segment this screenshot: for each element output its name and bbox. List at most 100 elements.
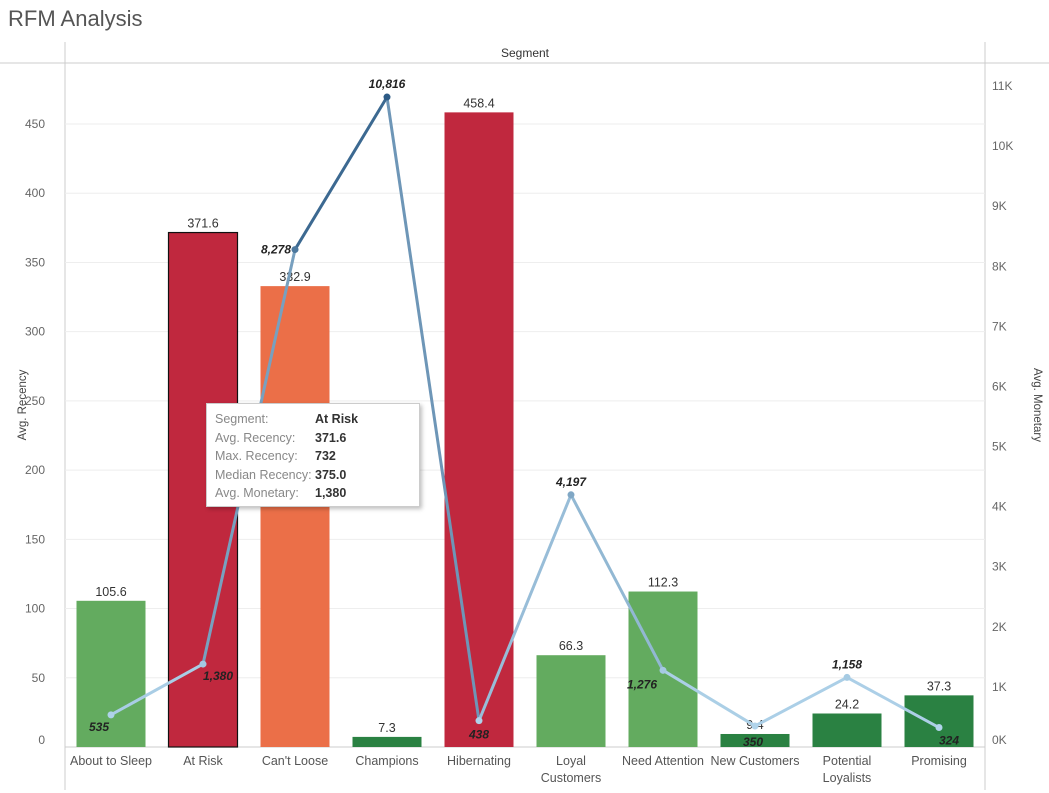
monetary-point-9[interactable]	[935, 724, 943, 732]
y2-tick-label: 10K	[992, 139, 1013, 153]
category-label: New Customers	[711, 754, 800, 768]
monetary-point-4[interactable]	[475, 717, 483, 725]
monetary-value-label: 10,816	[369, 77, 406, 91]
tooltip-row: Median Recency: 375.0	[215, 468, 419, 487]
y-tick-label: 250	[25, 394, 45, 408]
monetary-point-6[interactable]	[659, 666, 667, 674]
tooltip-value: At Risk	[315, 412, 359, 426]
category-label: Loyalists	[823, 771, 872, 785]
monetary-line-segment	[569, 493, 665, 672]
monetary-point-1[interactable]	[199, 660, 207, 668]
y2-tick-label: 0K	[992, 733, 1007, 747]
bar-value-label: 112.3	[648, 576, 678, 590]
monetary-line-segment	[753, 675, 849, 728]
y2-tick-label: 6K	[992, 379, 1007, 393]
monetary-point-8[interactable]	[843, 673, 851, 681]
tooltip-key: Median Recency:	[215, 467, 312, 482]
y2-tick-label: 2K	[992, 620, 1007, 634]
y-tick-label: 400	[25, 186, 45, 200]
monetary-point-7[interactable]	[751, 722, 759, 730]
tooltip-key: Avg. Monetary:	[215, 486, 299, 500]
tooltip-row: Avg. Recency: 371.6	[215, 431, 419, 450]
y-tick-label: 350	[25, 255, 45, 269]
y2-tick-label: 3K	[992, 560, 1007, 574]
monetary-point-0[interactable]	[107, 711, 115, 719]
bar-value-label: 371.6	[187, 217, 218, 231]
bar-value-label: 332.9	[279, 270, 310, 284]
segment-header: Segment	[501, 46, 550, 60]
y-tick-label: 50	[32, 671, 46, 685]
tooltip-row: Segment: At Risk	[215, 412, 419, 431]
y-tick-label: 0	[38, 733, 45, 747]
tooltip-key: Segment:	[215, 412, 269, 426]
y2-tick-label: 8K	[992, 259, 1007, 273]
y2-axis-title: Avg. Monetary	[1031, 368, 1043, 442]
monetary-value-label: 1,380	[203, 669, 233, 683]
category-label: Promising	[911, 754, 967, 768]
tooltip-row: Max. Recency: 732	[215, 449, 419, 468]
bar-value-label: 24.2	[835, 697, 859, 711]
category-label: Loyal	[556, 754, 586, 768]
monetary-value-label: 438	[468, 728, 489, 742]
monetary-value-label: 1,276	[627, 677, 657, 691]
y2-tick-label: 5K	[992, 440, 1007, 454]
bar-0[interactable]	[76, 600, 146, 747]
page-title: RFM Analysis	[8, 6, 143, 31]
y-axis-title: Avg. Recency	[17, 369, 29, 440]
tooltip-key: Max. Recency:	[215, 449, 298, 463]
y-tick-label: 150	[25, 532, 45, 546]
monetary-line-segment	[477, 493, 573, 723]
bar-4[interactable]	[444, 112, 514, 747]
bar-value-label: 105.6	[95, 585, 126, 599]
y-tick-label: 450	[25, 117, 45, 131]
bar-2[interactable]	[260, 286, 330, 747]
monetary-point-5[interactable]	[567, 491, 575, 499]
y-tick-label: 200	[25, 463, 45, 477]
y2-tick-label: 1K	[992, 680, 1007, 694]
monetary-line-segment	[385, 95, 481, 723]
category-label: Customers	[541, 771, 601, 785]
bar-value-label: 7.3	[378, 721, 395, 735]
category-label: At Risk	[183, 754, 223, 768]
bar-9[interactable]	[904, 695, 974, 747]
monetary-value-label: 350	[743, 735, 763, 749]
tooltip-value: 1,380	[315, 486, 347, 500]
y2-tick-label: 9K	[992, 199, 1007, 213]
category-label: Champions	[355, 754, 418, 768]
monetary-value-label: 324	[939, 734, 959, 748]
y-tick-label: 100	[25, 602, 45, 616]
y-tick-label: 300	[25, 325, 45, 339]
tooltip-row: Avg. Monetary: 1,380	[215, 486, 419, 505]
bar-5[interactable]	[536, 655, 606, 747]
category-label: About to Sleep	[70, 754, 152, 768]
category-label: Need Attention	[622, 754, 704, 768]
monetary-line-segment	[661, 668, 757, 728]
monetary-line-segment	[293, 95, 389, 252]
bar-value-label: 66.3	[559, 639, 583, 653]
category-label: Hibernating	[447, 754, 511, 768]
bar-3[interactable]	[352, 736, 422, 747]
bar-value-label: 458.4	[463, 96, 494, 110]
monetary-value-label: 535	[89, 720, 109, 734]
tooltip-value: 371.6	[315, 430, 347, 445]
tooltip-value: 375.0	[315, 467, 347, 482]
tooltip: Segment: At Risk Avg. Recency: 371.6 Max. …	[206, 403, 420, 507]
tooltip-value: 732	[315, 449, 336, 463]
bar-8[interactable]	[812, 713, 882, 747]
monetary-value-label: 8,278	[261, 243, 291, 257]
monetary-line-segment	[845, 675, 941, 730]
bar-7[interactable]	[720, 733, 790, 747]
monetary-point-3[interactable]	[383, 93, 391, 101]
category-label: Potential	[823, 754, 872, 768]
y2-tick-label: 7K	[992, 319, 1007, 333]
monetary-value-label: 1,158	[832, 657, 862, 671]
bar-value-label: 37.3	[927, 679, 951, 693]
monetary-point-2[interactable]	[291, 246, 299, 254]
monetary-value-label: 4,197	[555, 475, 587, 489]
y2-tick-label: 4K	[992, 500, 1007, 514]
y2-tick-label: 11K	[992, 79, 1012, 93]
tooltip-key: Avg. Recency:	[215, 430, 296, 445]
monetary-line-segment	[109, 662, 205, 717]
